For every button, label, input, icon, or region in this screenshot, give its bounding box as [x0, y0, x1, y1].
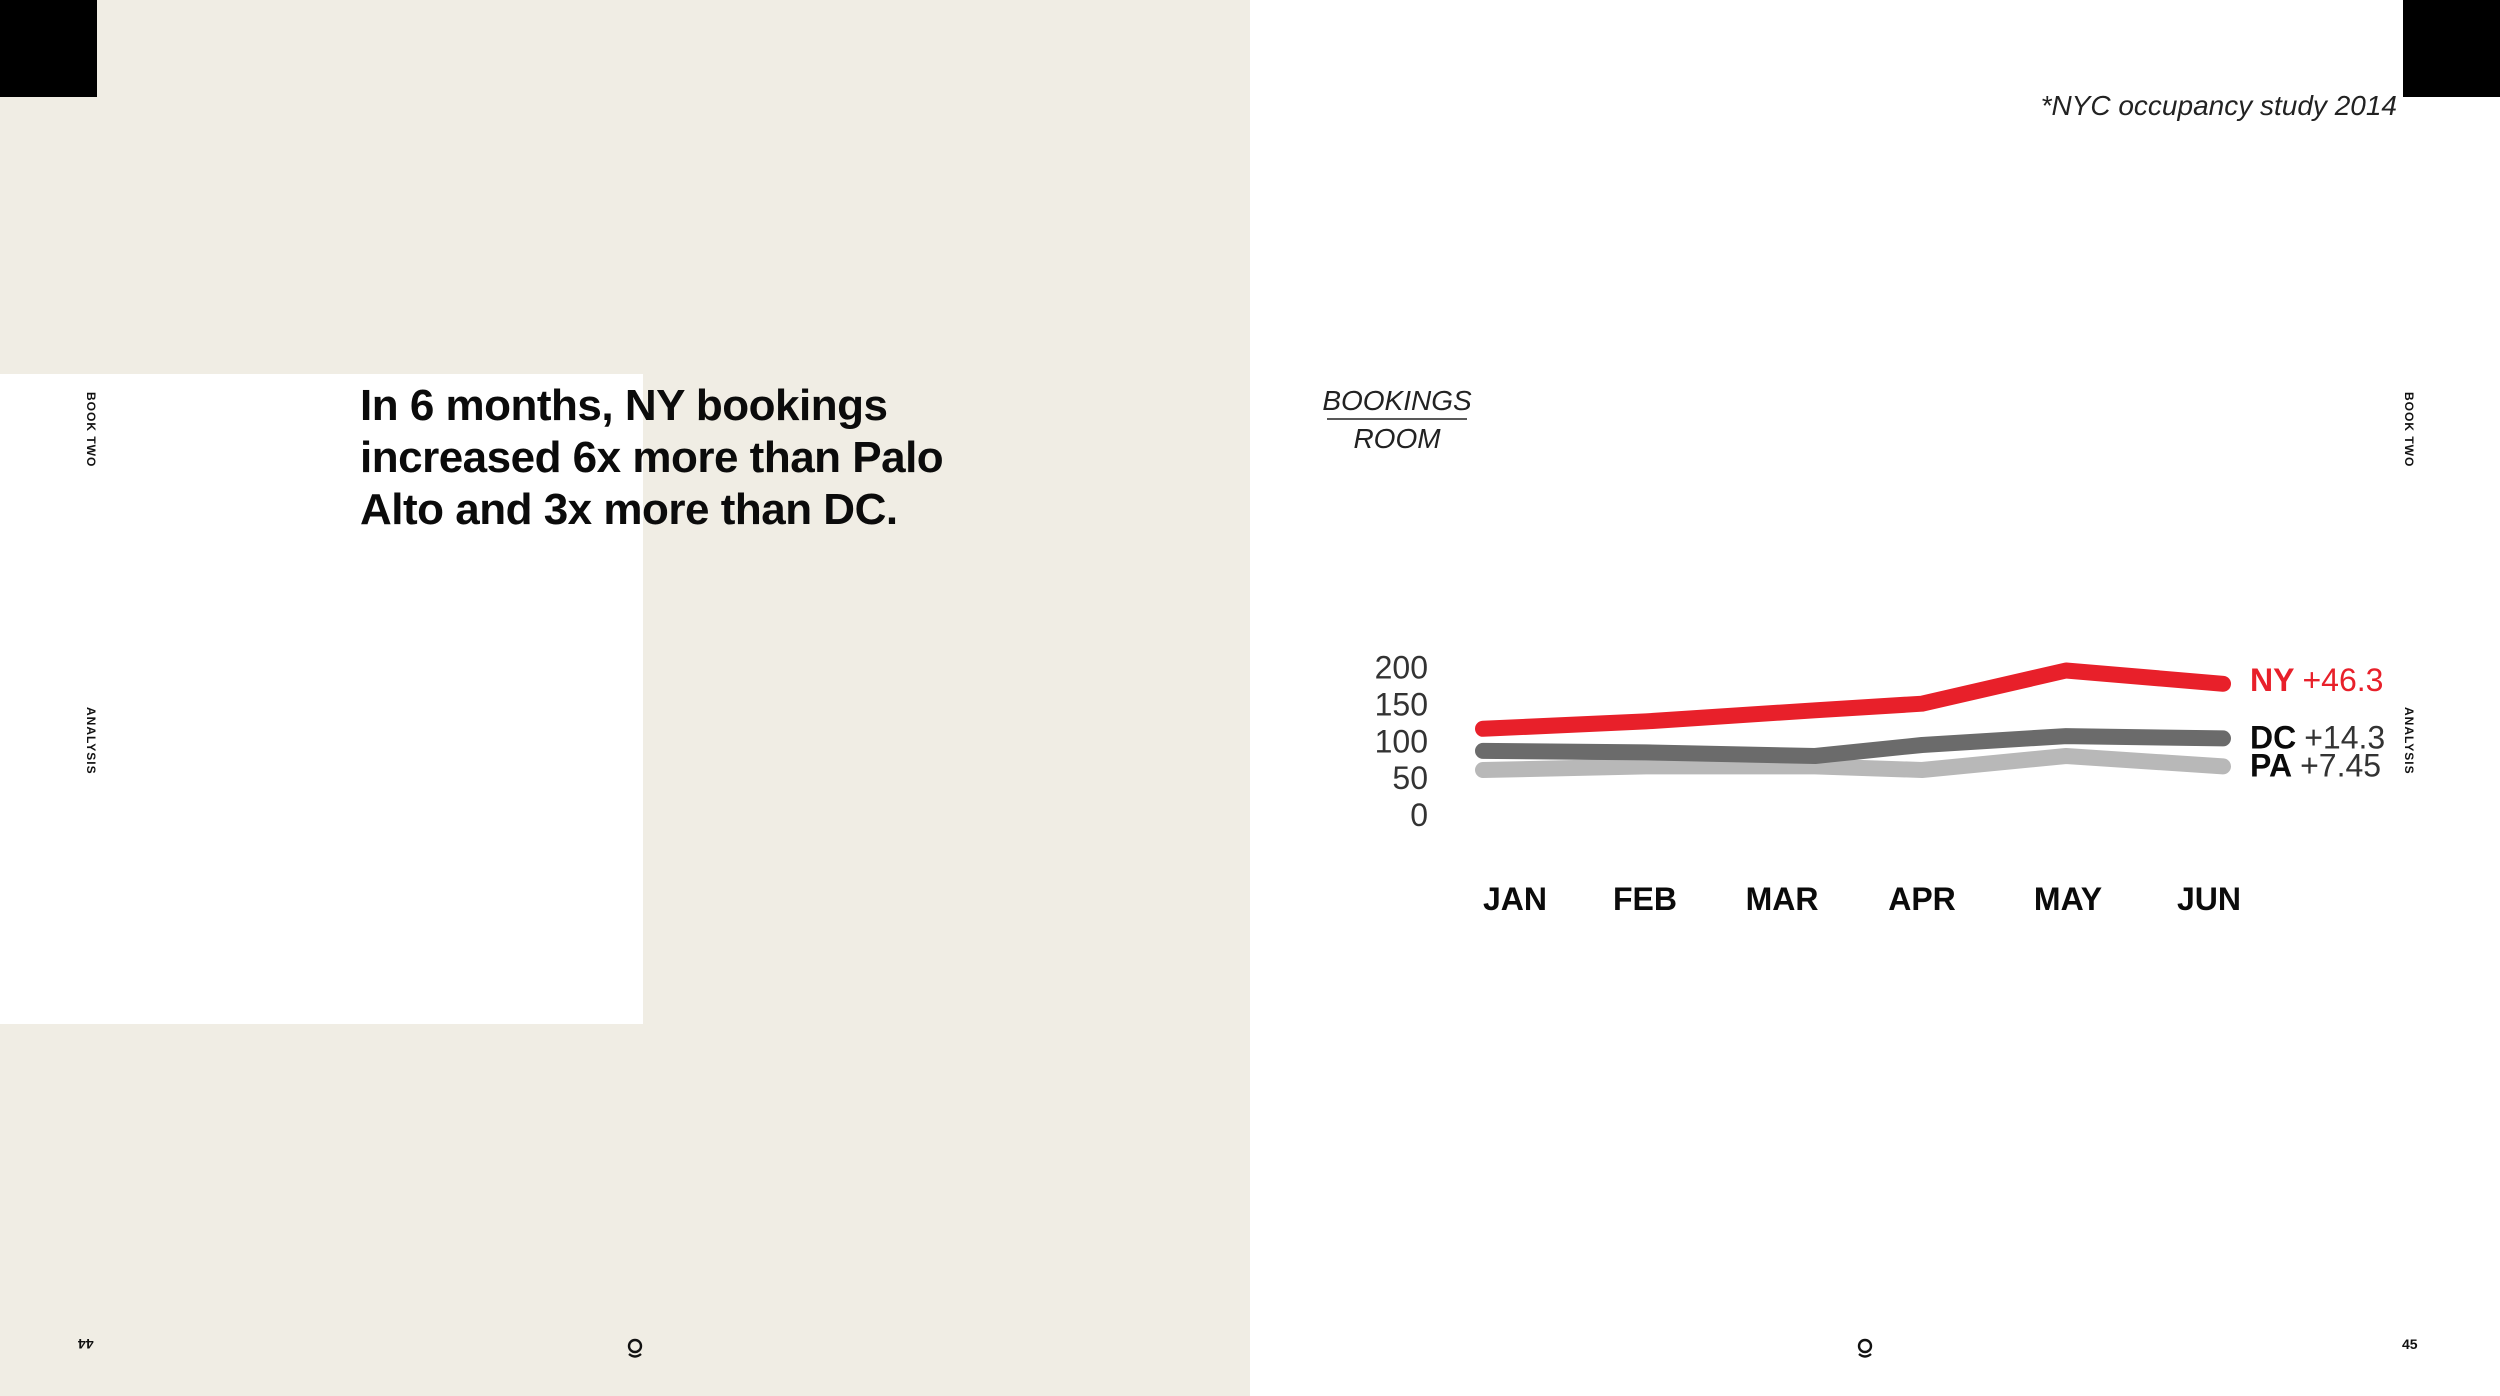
x-tick-label-may: MAY	[2034, 881, 2102, 917]
x-tick-label-jun: JUN	[2177, 881, 2241, 917]
series-label-dc: DC +14.3	[2250, 719, 2385, 755]
corner-block-right	[2403, 0, 2500, 97]
y-tick-label: 50	[1392, 760, 1428, 796]
series-label-pa: PA +7.45	[2250, 747, 2381, 783]
side-label-analysis-left: ANALYSIS	[84, 707, 98, 775]
page-number-right: 45	[2402, 1336, 2418, 1352]
y-axis-label-bottom: ROOM	[1353, 423, 1441, 454]
page-headline: In 6 months, NY bookings increased 6x mo…	[360, 381, 944, 534]
right-page	[1250, 0, 2500, 1396]
series-change: +46.3	[2302, 662, 2383, 698]
y-tick-label: 0	[1410, 797, 1428, 833]
series-name: PA	[2250, 747, 2292, 783]
series-line-dc	[1475, 728, 2231, 764]
y-tick-label: 150	[1375, 686, 1428, 722]
page-number-left: 44	[78, 1336, 94, 1352]
corner-block-left	[0, 0, 97, 97]
series-change: +14.3	[2304, 719, 2385, 755]
series-labels: NY +46.3DC +14.3PA +7.45	[2250, 662, 2385, 784]
y-axis-label-top: BOOKINGS	[1322, 385, 1472, 416]
x-tick-label-jan: JAN	[1483, 881, 1547, 917]
series-lines	[1475, 662, 2231, 778]
x-tick-label-feb: FEB	[1613, 881, 1677, 917]
series-line-pa	[1475, 748, 2231, 778]
brand-mark-icon	[627, 1338, 643, 1358]
side-label-book-two-right: BOOK TWO	[2402, 392, 2416, 468]
series-name: NY	[2250, 662, 2294, 698]
y-tick-label: 200	[1375, 650, 1428, 686]
x-axis-ticks: JAN FEB MAR APR MAY JUN	[1483, 881, 2241, 917]
y-tick-label: 100	[1375, 723, 1428, 759]
side-label-book-two-left: BOOK TWO	[84, 392, 98, 468]
x-tick-label-mar: MAR	[1746, 881, 1819, 917]
brand-mark-icon	[1857, 1338, 1873, 1358]
x-tick-label-apr: APR	[1888, 881, 1956, 917]
source-note: *NYC occupancy study 2014	[2040, 90, 2397, 121]
series-line-ny	[1475, 662, 2231, 737]
series-change: +7.45	[2300, 747, 2381, 783]
side-label-analysis-right: ANALYSIS	[2402, 707, 2416, 775]
headline-card	[0, 374, 643, 1024]
series-label-ny: NY +46.3	[2250, 662, 2383, 698]
series-name: DC	[2250, 719, 2296, 755]
